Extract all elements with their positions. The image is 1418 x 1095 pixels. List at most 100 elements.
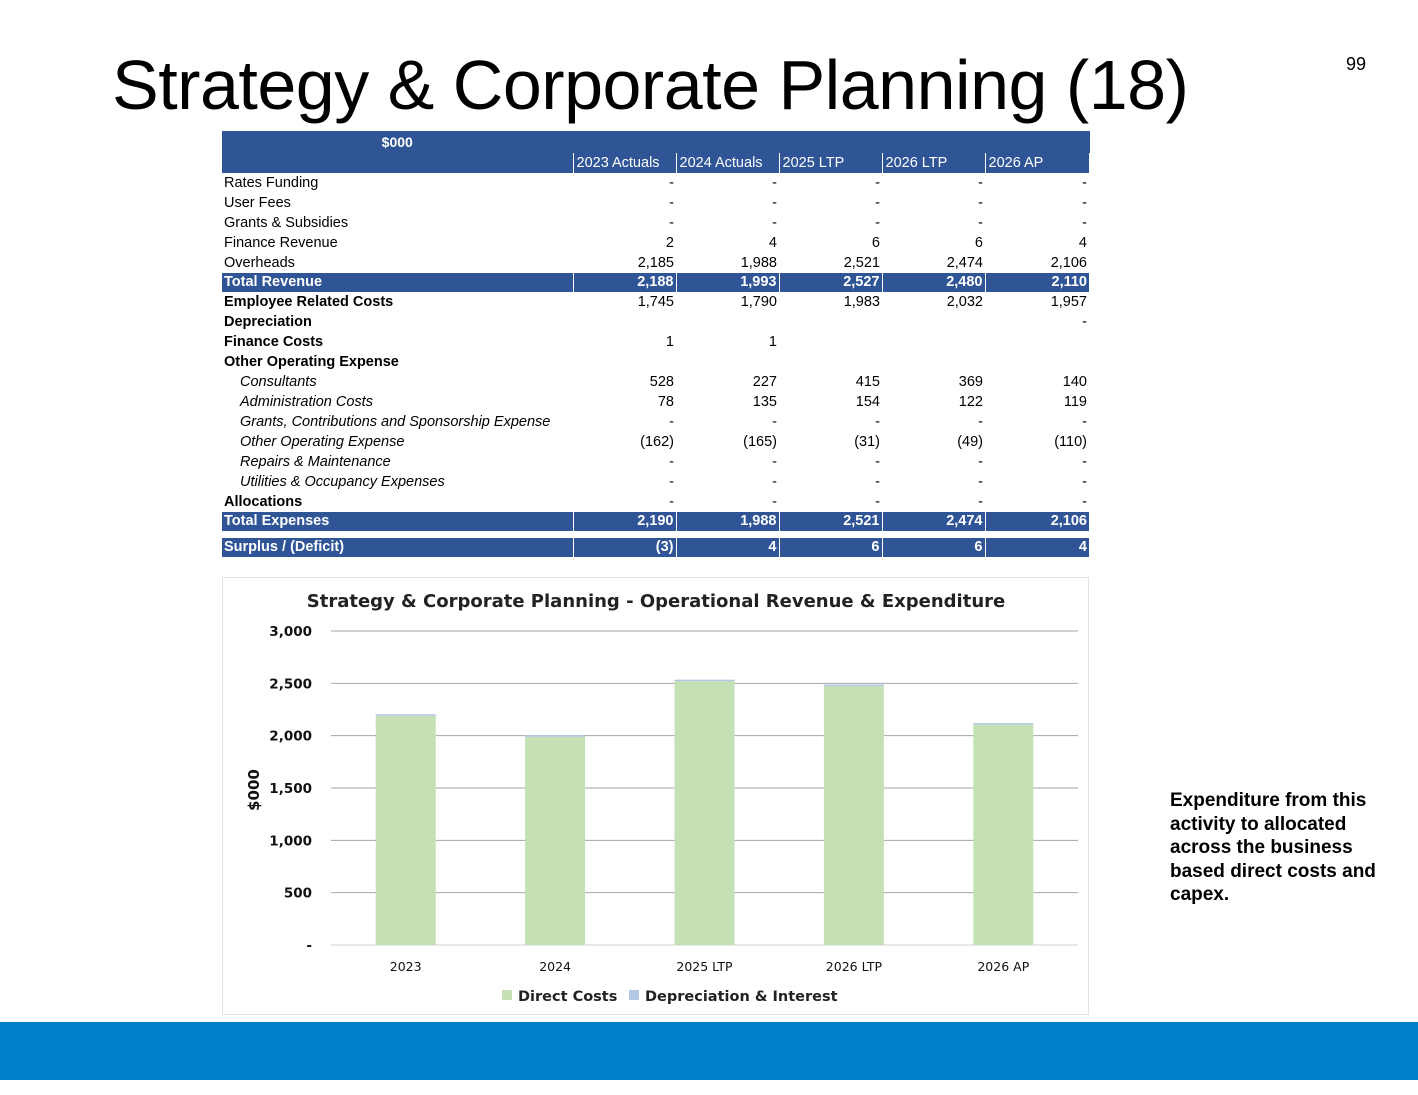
row-value	[779, 332, 882, 352]
bar-direct-costs	[823, 686, 884, 945]
row-value: 227	[752, 373, 777, 390]
table-row: Finance Costs 1 1	[222, 332, 1089, 352]
table-row: Allocations - - - - -	[222, 492, 1089, 512]
row-value	[882, 332, 985, 352]
row-value: -	[669, 473, 674, 490]
y-tick-label: 500	[284, 886, 312, 902]
row-value: -	[1082, 493, 1087, 510]
row-value: -	[669, 214, 674, 231]
row-value: -	[772, 473, 777, 490]
row-value: (31)	[854, 433, 880, 450]
row-value: 1	[665, 333, 674, 350]
column-header: 2024 Actuals	[675, 153, 779, 173]
row-value: 4	[1078, 234, 1087, 251]
table-row: Grants, Contributions and Sponsorship Ex…	[222, 412, 1089, 432]
row-value	[985, 531, 1089, 538]
row-value: -	[669, 493, 674, 510]
row-value: 415	[855, 373, 880, 390]
table-row: User Fees - - - - -	[222, 193, 1089, 213]
row-label: Grants & Subsidies	[224, 214, 349, 231]
table-row: Grants & Subsidies - - - - -	[222, 213, 1089, 233]
legend-swatch	[629, 990, 639, 1000]
row-value: 122	[958, 393, 983, 410]
row-value: 2,474	[946, 254, 983, 271]
row-value	[573, 352, 676, 372]
row-value: 1	[768, 333, 777, 350]
row-value: -	[772, 453, 777, 470]
chart-canvas: Strategy & Corporate Planning - Operatio…	[245, 591, 1078, 1005]
bar-depreciation-interest	[823, 684, 884, 687]
row-value: (162)	[640, 433, 674, 450]
row-value: 2,527	[778, 273, 882, 292]
row-value: -	[875, 413, 880, 430]
row-value: -	[978, 413, 983, 430]
table-total-row: Total Revenue 2,188 1,993 2,527 2,480 2,110	[222, 273, 1089, 292]
row-value: -	[875, 194, 880, 211]
table-row: Consultants 528 227 415 369 140	[222, 372, 1089, 392]
bar-direct-costs	[973, 724, 1034, 945]
row-label: Other Operating Expense	[224, 353, 399, 370]
row-value: 4	[768, 234, 777, 251]
row-value: 78	[657, 393, 674, 410]
x-tick-label: 2026 AP	[977, 959, 1029, 974]
row-value: 2,110	[984, 273, 1089, 292]
x-tick-label: 2024	[539, 959, 571, 974]
row-value: -	[1082, 473, 1087, 490]
row-value: 1,993	[675, 273, 779, 292]
row-value: (110)	[1054, 433, 1087, 450]
row-label: Grants, Contributions and Sponsorship Ex…	[240, 413, 551, 430]
bar-depreciation-interest	[375, 714, 436, 716]
table-row: Overheads 2,185 1,988 2,521 2,474 2,106	[222, 253, 1089, 273]
row-label: Total Revenue	[222, 273, 573, 292]
row-value: 6	[871, 234, 880, 251]
row-value: 2,480	[881, 273, 985, 292]
row-value: 2,106	[1050, 254, 1087, 271]
table-row: Rates Funding - - - - -	[222, 173, 1089, 193]
row-value: 2,032	[946, 293, 983, 310]
row-label: Overheads	[224, 254, 295, 271]
y-tick-label: 1,500	[269, 781, 312, 797]
row-value: -	[772, 493, 777, 510]
table-row: Employee Related Costs 1,745 1,790 1,983 2,0…	[222, 292, 1089, 312]
legend-label: Depreciation & Interest	[645, 989, 838, 1005]
row-value: -	[978, 473, 983, 490]
row-value: 2,188	[572, 273, 676, 292]
table-row: Administration Costs 78 135 154 122 119	[222, 392, 1089, 412]
table-spacer-row	[222, 531, 1089, 538]
x-tick-label: 2025 LTP	[676, 959, 733, 974]
column-header: 2025 LTP	[778, 153, 882, 173]
row-value: 369	[958, 373, 983, 390]
y-tick-label: 2,500	[269, 676, 312, 692]
row-value: 2	[665, 234, 674, 251]
x-tick-label: 2026 LTP	[826, 959, 883, 974]
row-label: Total Expenses	[222, 512, 573, 531]
legend-label: Direct Costs	[518, 989, 617, 1005]
table-row: Other Operating Expense (162) (165) (31) (49…	[222, 432, 1089, 452]
row-value	[779, 312, 882, 332]
row-value: 1,983	[843, 293, 880, 310]
row-label: Finance Costs	[224, 333, 324, 350]
row-label: Allocations	[224, 493, 303, 510]
row-value: -	[978, 214, 983, 231]
row-value: 2,474	[881, 512, 985, 531]
financial-table: $000 2023 Actuals 2024 Actuals 2025 LTP …	[222, 131, 1090, 557]
row-label	[222, 531, 573, 538]
row-value	[573, 312, 676, 332]
row-value: 4	[675, 538, 779, 557]
row-value: 2,106	[984, 512, 1089, 531]
row-value: 154	[855, 393, 880, 410]
row-value: 1,790	[740, 293, 777, 310]
chart-title: Strategy & Corporate Planning - Operatio…	[307, 591, 1005, 612]
row-value: -	[978, 174, 983, 191]
row-value: -	[978, 493, 983, 510]
row-value: (3)	[572, 538, 676, 557]
row-value: -	[772, 413, 777, 430]
revenue-expenditure-chart: Strategy & Corporate Planning - Operatio…	[222, 577, 1089, 1015]
row-value: -	[875, 453, 880, 470]
bar-depreciation-interest	[525, 735, 586, 737]
table-row: Other Operating Expense	[222, 352, 1089, 372]
row-value: -	[669, 453, 674, 470]
page-number: 99	[1346, 54, 1367, 74]
row-label: Finance Revenue	[224, 234, 338, 251]
bar-depreciation-interest	[674, 679, 735, 682]
